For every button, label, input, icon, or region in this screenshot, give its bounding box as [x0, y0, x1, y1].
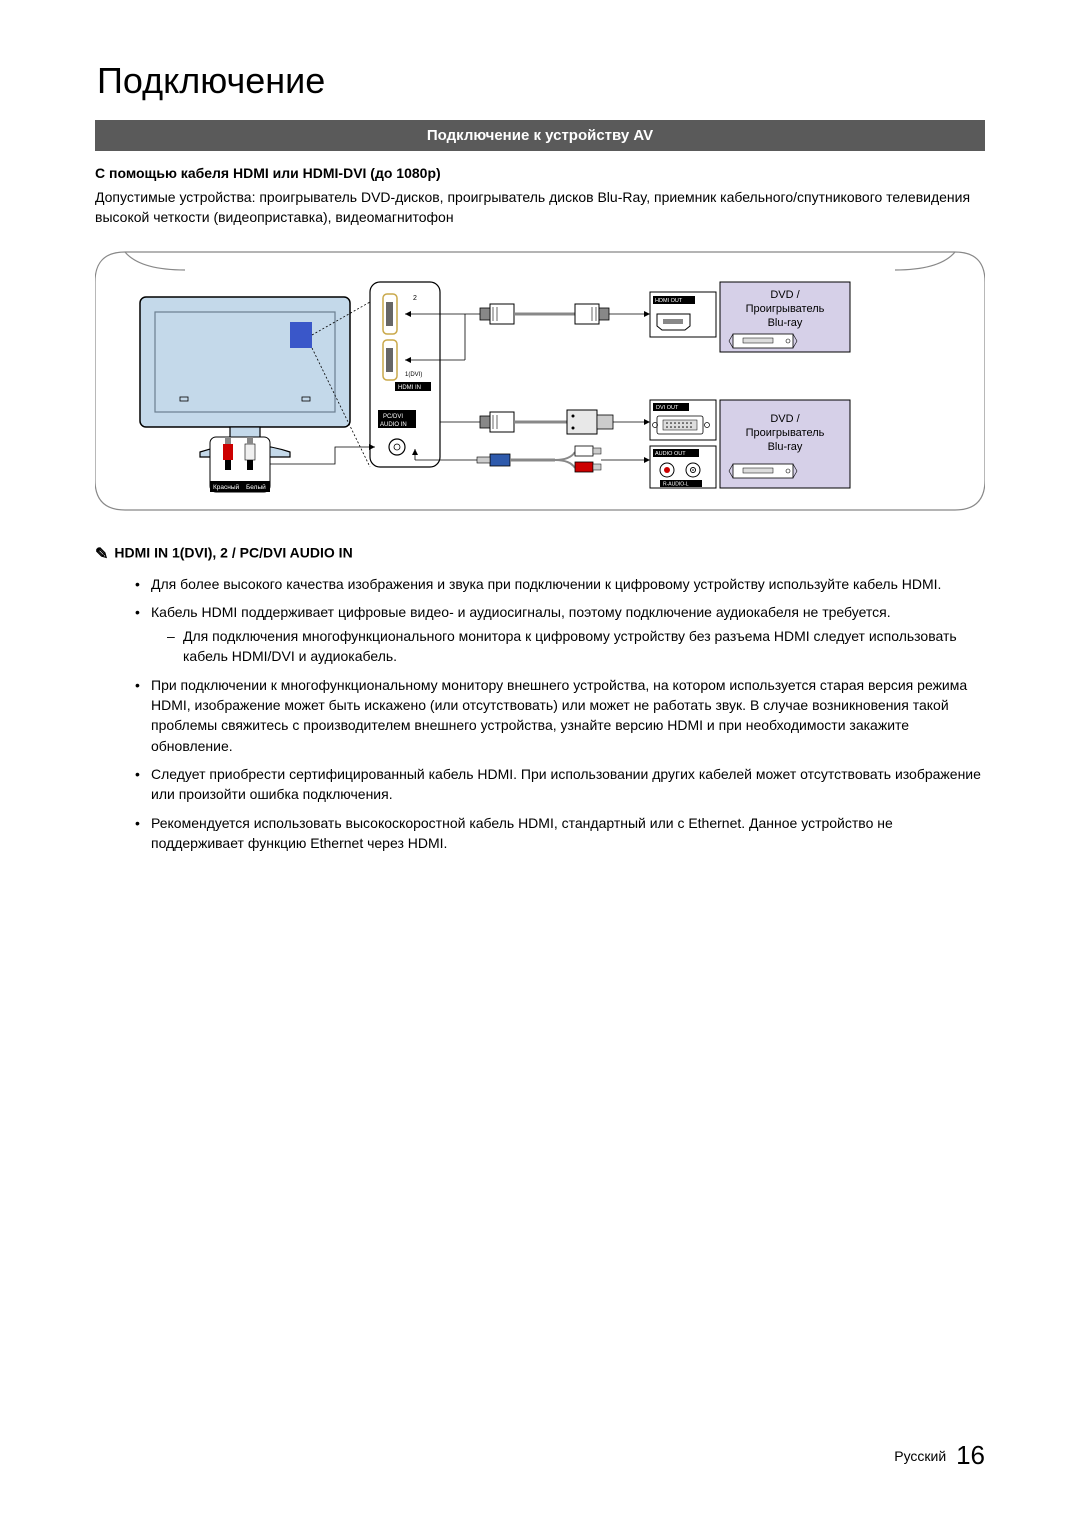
section-bar: Подключение к устройству AV	[95, 120, 985, 151]
dvd2-line1: DVD /	[770, 413, 800, 425]
tv-icon	[140, 297, 350, 457]
sub-list-item: Для подключения многофункционального мон…	[167, 626, 985, 667]
port-2-label: 2	[413, 295, 417, 302]
audio-in-label: AUDIO IN	[380, 422, 407, 428]
device-bluray-1: HDMI OUT DVD / Проигрыватель Blu-ray	[650, 282, 850, 352]
rca-white-label: Белый	[246, 483, 266, 491]
bullet-text: Следует приобрести сертифицированный каб…	[151, 766, 981, 802]
note-heading: ✎ HDMI IN 1(DVI), 2 / PC/DVI AUDIO IN	[95, 544, 985, 564]
dvi-out-label: DVI OUT	[656, 405, 679, 411]
note-icon: ✎	[95, 544, 108, 564]
dvd1-line3: Blu-ray	[768, 317, 803, 329]
list-item: Следует приобрести сертифицированный каб…	[135, 764, 985, 805]
sub-bullet-text: Для подключения многофункционального мон…	[183, 628, 957, 664]
list-item: При подключении к многофункциональному м…	[135, 675, 985, 756]
pcdvi-label: PC/DVI	[383, 414, 403, 420]
dvd1-line1: DVD /	[770, 289, 800, 301]
device-bluray-2: DVI OUT AUDIO OUT R-AUDIO-L DVD / Проигр…	[650, 400, 850, 488]
intro-paragraph: Допустимые устройства: проигрыватель DVD…	[95, 187, 985, 228]
rca-red-label: Красный	[213, 483, 240, 491]
sub-heading: С помощью кабеля HDMI или HDMI-DVI (до 1…	[95, 165, 985, 181]
connection-diagram: 2 1(DVI) HDMI IN PC/DVI AUDIO IN Красный…	[95, 242, 985, 520]
bullet-text: Рекомендуется использовать высокоскорост…	[151, 815, 893, 851]
audio-cable-icon	[477, 446, 601, 472]
footer-language: Русский	[894, 1448, 946, 1464]
audio-out-label: AUDIO OUT	[655, 451, 686, 457]
footer-page-number: 16	[956, 1440, 985, 1470]
chapter-title: Подключение	[97, 60, 985, 102]
bullet-list: Для более высокого качества изображения …	[95, 574, 985, 854]
hdmi-dvi-cable-icon	[480, 410, 613, 434]
hdmi-in-label: HDMI IN	[398, 385, 421, 391]
dvd1-line2: Проигрыватель	[746, 303, 825, 315]
dvd2-line2: Проигрыватель	[746, 427, 825, 439]
note-heading-text: HDMI IN 1(DVI), 2 / PC/DVI AUDIO IN	[114, 544, 352, 560]
sub-list: Для подключения многофункционального мон…	[151, 626, 985, 667]
list-item: Рекомендуется использовать высокоскорост…	[135, 813, 985, 854]
list-item: Кабель HDMI поддерживает цифровые видео-…	[135, 602, 985, 667]
list-item: Для более высокого качества изображения …	[135, 574, 985, 594]
dvd2-line3: Blu-ray	[768, 441, 803, 453]
hdmi-out-label: HDMI OUT	[655, 298, 683, 304]
bullet-text: При подключении к многофункциональному м…	[151, 677, 967, 754]
bullet-text: Кабель HDMI поддерживает цифровые видео-…	[151, 604, 891, 620]
port-1-label: 1(DVI)	[405, 372, 422, 378]
hdmi-cable-icon	[480, 304, 609, 324]
bullet-text: Для более высокого качества изображения …	[151, 576, 941, 592]
page-footer: Русский 16	[894, 1440, 985, 1471]
r-audio-l-label: R-AUDIO-L	[663, 481, 689, 487]
